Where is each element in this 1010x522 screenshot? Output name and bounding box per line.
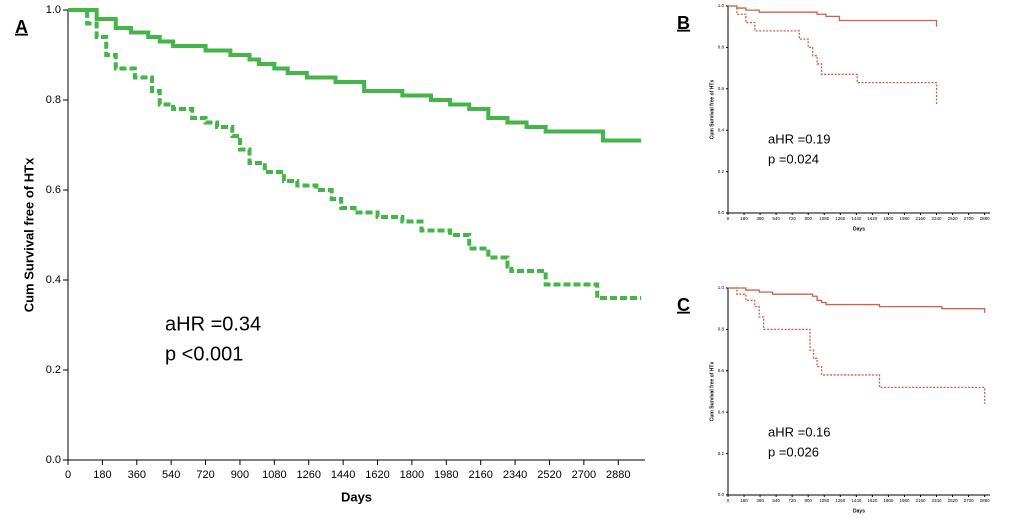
y-axis-label: Cum Survival free of HTx: [21, 157, 36, 312]
x-tick-label: 2340: [932, 498, 943, 503]
x-tick-label: 900: [804, 216, 812, 221]
x-tick-label: 2700: [572, 469, 596, 481]
y-tick-label: 0.4: [718, 127, 725, 132]
x-tick-label: 1980: [899, 216, 910, 221]
x-tick-label: 1800: [400, 469, 424, 481]
x-tick-label: 1620: [867, 498, 878, 503]
survival-curve: [68, 8, 642, 300]
y-tick-label: 1.0: [718, 3, 725, 8]
x-tick-label: 0: [727, 216, 730, 221]
x-tick-label: 180: [93, 469, 111, 481]
x-tick-label: 360: [756, 216, 764, 221]
x-tick-label: 1440: [851, 498, 862, 503]
y-tick-label: 0.4: [718, 409, 725, 414]
y-tick-label: 0.0: [718, 210, 725, 215]
x-tick-label: 720: [788, 498, 796, 503]
x-tick-label: 1260: [835, 498, 846, 503]
y-tick-label: 0.6: [718, 368, 725, 373]
x-tick-label: 1080: [819, 498, 830, 503]
x-tick-label: 900: [804, 498, 812, 503]
y-tick-label: 1.0: [718, 285, 725, 290]
x-tick-label: 360: [756, 498, 764, 503]
annotation: aHR =0.34: [165, 313, 261, 335]
x-tick-label: 1620: [365, 469, 389, 481]
x-tick-label: 720: [788, 216, 796, 221]
x-tick-label: 2880: [606, 469, 630, 481]
x-tick-label: 1260: [296, 469, 320, 481]
x-tick-label: 360: [128, 469, 146, 481]
survival-curve: [728, 5, 938, 106]
survival-curve: [728, 287, 986, 404]
x-tick-label: 2880: [980, 498, 991, 503]
x-tick-label: 1620: [867, 216, 878, 221]
y-tick-label: 0.2: [718, 169, 725, 174]
x-tick-label: 1980: [899, 498, 910, 503]
x-tick-label: 540: [772, 498, 780, 503]
x-tick-label: 2160: [915, 216, 926, 221]
y-axis-label: Cum Survival free of HTx: [709, 80, 715, 140]
x-tick-label: 180: [740, 216, 748, 221]
x-tick-label: 1800: [883, 498, 894, 503]
panel-label: B: [677, 13, 690, 33]
survival-curve: [68, 8, 642, 143]
x-axis-label: Days: [853, 508, 865, 514]
annotation: p <0.001: [165, 343, 243, 365]
x-tick-label: 2520: [948, 498, 959, 503]
x-tick-label: 540: [162, 469, 180, 481]
y-tick-label: 0.8: [718, 327, 725, 332]
y-tick-label: 0.8: [718, 45, 725, 50]
x-tick-label: 180: [740, 498, 748, 503]
y-tick-label: 0.8: [46, 94, 61, 106]
annotation: aHR =0.19: [768, 131, 831, 146]
panel-label: C: [677, 295, 690, 315]
x-tick-label: 1440: [851, 216, 862, 221]
x-tick-label: 0: [65, 469, 71, 481]
y-tick-label: 0.6: [46, 184, 61, 196]
x-tick-label: 2160: [468, 469, 492, 481]
x-tick-label: 720: [196, 469, 214, 481]
x-tick-label: 2340: [932, 216, 943, 221]
survival-curve: [728, 5, 938, 27]
y-tick-label: 0.0: [718, 492, 725, 497]
survival-curve: [728, 287, 986, 313]
annotation: p =0.026: [768, 444, 819, 459]
x-tick-label: 2700: [964, 216, 975, 221]
x-tick-label: 2700: [964, 498, 975, 503]
y-tick-label: 0.2: [46, 364, 61, 376]
x-axis-label: Days: [853, 226, 865, 232]
panel-label: A: [15, 17, 28, 37]
x-tick-label: 2880: [980, 216, 991, 221]
x-tick-label: 1260: [835, 216, 846, 221]
x-tick-label: 2520: [537, 469, 561, 481]
x-tick-label: 900: [231, 469, 249, 481]
x-tick-label: 1800: [883, 216, 894, 221]
x-tick-label: 1080: [819, 216, 830, 221]
annotation: p =0.024: [768, 151, 819, 166]
x-tick-label: 2340: [503, 469, 527, 481]
y-tick-label: 0.6: [718, 86, 725, 91]
y-tick-label: 0.0: [46, 454, 61, 466]
x-tick-label: 1440: [331, 469, 355, 481]
x-tick-label: 0: [727, 498, 730, 503]
x-tick-label: 2160: [915, 498, 926, 503]
x-tick-label: 540: [772, 216, 780, 221]
x-tick-label: 1080: [262, 469, 286, 481]
annotation: aHR =0.16: [768, 424, 831, 439]
y-tick-label: 0.4: [46, 274, 61, 286]
x-tick-label: 1980: [434, 469, 458, 481]
x-tick-label: 2520: [948, 216, 959, 221]
x-axis-label: Days: [341, 489, 372, 504]
y-tick-label: 1.0: [46, 4, 61, 16]
y-axis-label: Cum Survival free of HTx: [709, 362, 715, 422]
y-tick-label: 0.2: [718, 451, 725, 456]
